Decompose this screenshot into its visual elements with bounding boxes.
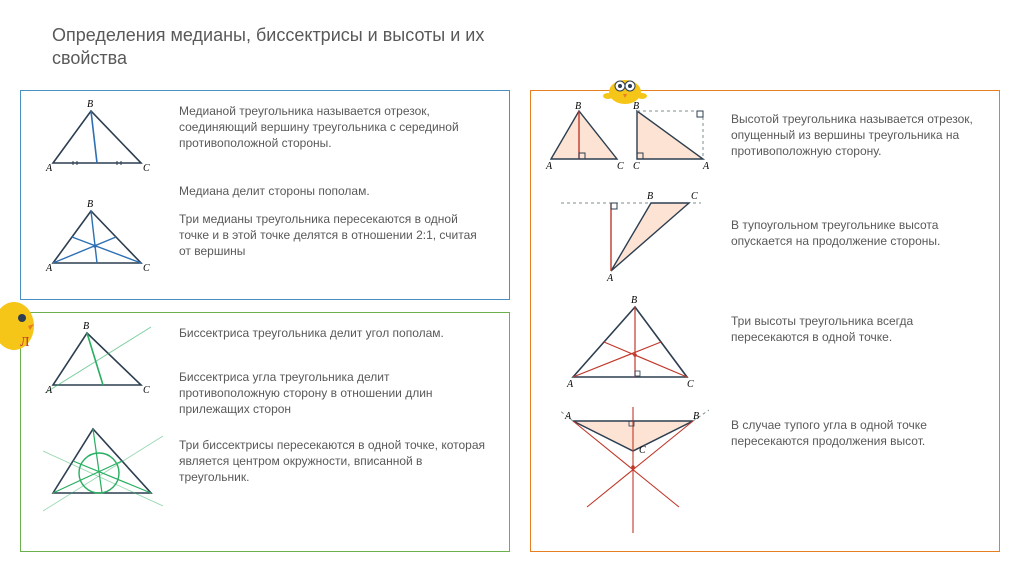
vertex-label: A — [46, 263, 52, 274]
diagram-altitude-obtuse — [561, 191, 701, 281]
diagram-altitude-three — [565, 299, 695, 391]
svg-text:Л: Л — [20, 335, 30, 350]
chick-left-icon: Л — [0, 296, 44, 356]
diagram-bisector-single — [43, 325, 153, 399]
bisector-def-2: Биссектриса угла треугольника делит прот… — [179, 369, 489, 418]
vertex-label: C — [143, 163, 150, 174]
diagram-median-single — [43, 103, 153, 177]
diagram-altitude-obtuse-ext — [559, 407, 709, 539]
vertex-label: A — [546, 161, 552, 172]
vertex-label: C — [639, 445, 646, 456]
vertex-label: B — [87, 199, 93, 210]
vertex-label: C — [687, 379, 694, 390]
median-def-1: Медианой треугольника называется отрезок… — [179, 103, 489, 152]
altitude-def-1: Высотой треугольника называется отрезок,… — [731, 111, 981, 160]
vertex-label: A — [703, 161, 709, 172]
diagram-median-three — [43, 203, 153, 277]
vertex-label: C — [691, 191, 698, 202]
altitude-def-4: В случае тупого угла в одной точке перес… — [731, 417, 981, 449]
vertex-label: C — [617, 161, 624, 172]
vertex-label: B — [647, 191, 653, 202]
diagram-altitude-right — [631, 105, 711, 169]
median-def-2: Медиана делит стороны пополам. — [179, 183, 489, 199]
vertex-label: A — [607, 273, 613, 284]
panel-median: A B C A B C Медианой треугольника называ… — [20, 90, 510, 300]
bisector-def-1: Биссектриса треугольника делит угол попо… — [179, 325, 489, 341]
vertex-label: B — [631, 295, 637, 306]
vertex-label: C — [633, 161, 640, 172]
page-title: Определения медианы, биссектрисы и высот… — [52, 24, 512, 71]
vertex-label: B — [575, 101, 581, 112]
altitude-def-2: В тупоугольном треугольнике высота опуск… — [731, 217, 981, 249]
panel-bisector: A B C Биссектриса треугольника делит уго… — [20, 312, 510, 552]
vertex-label: A — [567, 379, 573, 390]
vertex-label: A — [46, 385, 52, 396]
chick-top-icon — [600, 68, 650, 104]
vertex-label: A — [565, 411, 571, 422]
vertex-label: C — [143, 385, 150, 396]
vertex-label: B — [87, 99, 93, 110]
bisector-def-3: Три биссектрисы пересекаются в одной точ… — [179, 437, 489, 486]
vertex-label: B — [693, 411, 699, 422]
median-def-3: Три медианы треугольника пересекаются в … — [179, 211, 489, 260]
altitude-def-3: Три высоты треугольника всегда пересекаю… — [731, 313, 981, 345]
vertex-label: B — [83, 321, 89, 332]
vertex-label: A — [46, 163, 52, 174]
diagram-altitude-acute — [545, 105, 623, 169]
vertex-label: C — [143, 263, 150, 274]
diagram-bisector-incircle — [43, 421, 163, 521]
panel-altitude: A B C B A C A B C A B C — [530, 90, 1000, 552]
